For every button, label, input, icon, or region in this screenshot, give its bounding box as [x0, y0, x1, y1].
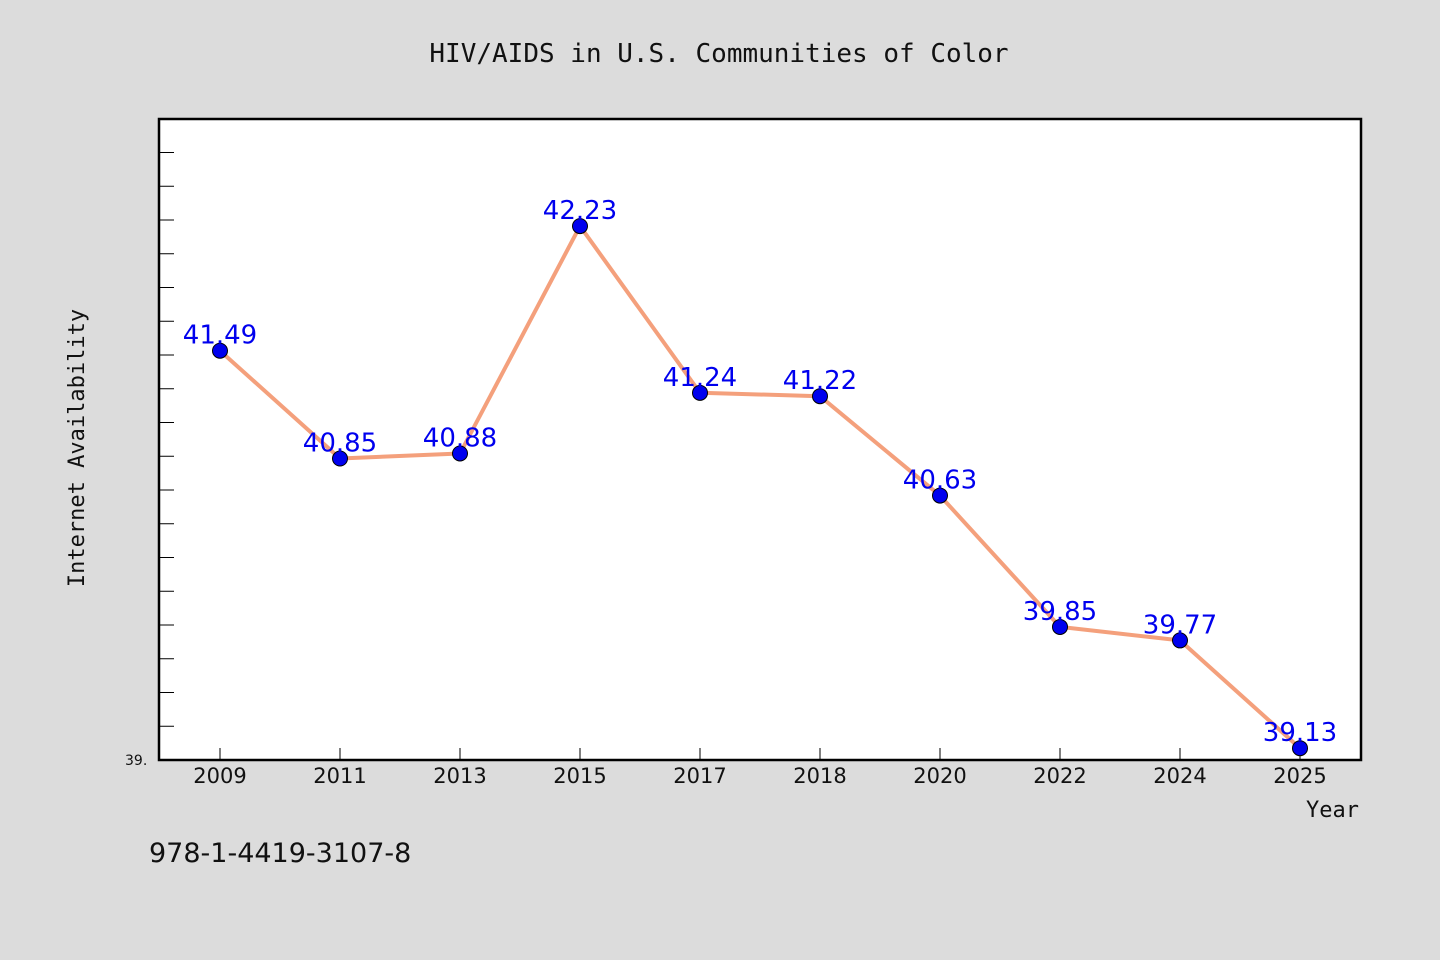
y-axis-ticks: [160, 118, 174, 761]
x-axis-ticks: [219, 748, 1301, 760]
x-tick-label: 2024: [1153, 764, 1206, 788]
data-labels: 41.49 40.85 40.88 42.23 41.24 41.22 40.63 39.85…: [183, 196, 1337, 748]
data-label: 39.77: [1143, 610, 1217, 640]
x-tick-label: 2013: [433, 764, 486, 788]
series-line: [218, 224, 1302, 750]
data-label: 40.63: [903, 466, 977, 496]
x-tick-label: 2022: [1033, 764, 1086, 788]
x-tick-label: 2017: [673, 764, 726, 788]
x-tick-label: 2025: [1273, 764, 1326, 788]
x-axis-title: Year: [1306, 798, 1359, 823]
data-point: [1052, 618, 1068, 635]
data-point: [212, 342, 228, 359]
data-point: [1292, 740, 1308, 757]
data-label: 39.85: [1023, 597, 1097, 627]
data-label: 41.49: [183, 321, 257, 351]
data-label: 40.88: [423, 423, 497, 453]
x-tick-label: 2015: [553, 764, 606, 788]
data-point: [572, 218, 588, 235]
chart-title: HIV/AIDS in U.S. Communities of Color: [429, 39, 1008, 69]
data-label: 40.85: [303, 429, 377, 459]
data-point: [812, 388, 828, 405]
data-point: [332, 450, 348, 467]
x-tick-label: 2009: [193, 764, 246, 788]
data-label: 42.23: [543, 196, 617, 226]
isbn-footer: 978-1-4419-3107-8: [149, 838, 411, 869]
y-axis-min-label: 39.: [125, 753, 147, 769]
data-label: 41.22: [783, 366, 857, 396]
data-point: [1172, 632, 1188, 649]
data-point: [692, 384, 708, 401]
y-axis-title: Internet Availability: [65, 309, 90, 587]
series-markers: [212, 218, 1308, 757]
x-tick-label: 2011: [313, 764, 366, 788]
x-tick-label: 2020: [913, 764, 966, 788]
x-tick-label: 2018: [793, 764, 846, 788]
data-label: 41.24: [663, 363, 737, 393]
data-point: [452, 445, 468, 462]
plot-area: [157, 117, 1363, 762]
data-label: 39.13: [1263, 718, 1337, 748]
x-axis-tick-labels: 2009 2011 2013 2015 2017 2018 2020 2022 2024 2025: [193, 764, 1326, 788]
data-point: [932, 487, 948, 504]
